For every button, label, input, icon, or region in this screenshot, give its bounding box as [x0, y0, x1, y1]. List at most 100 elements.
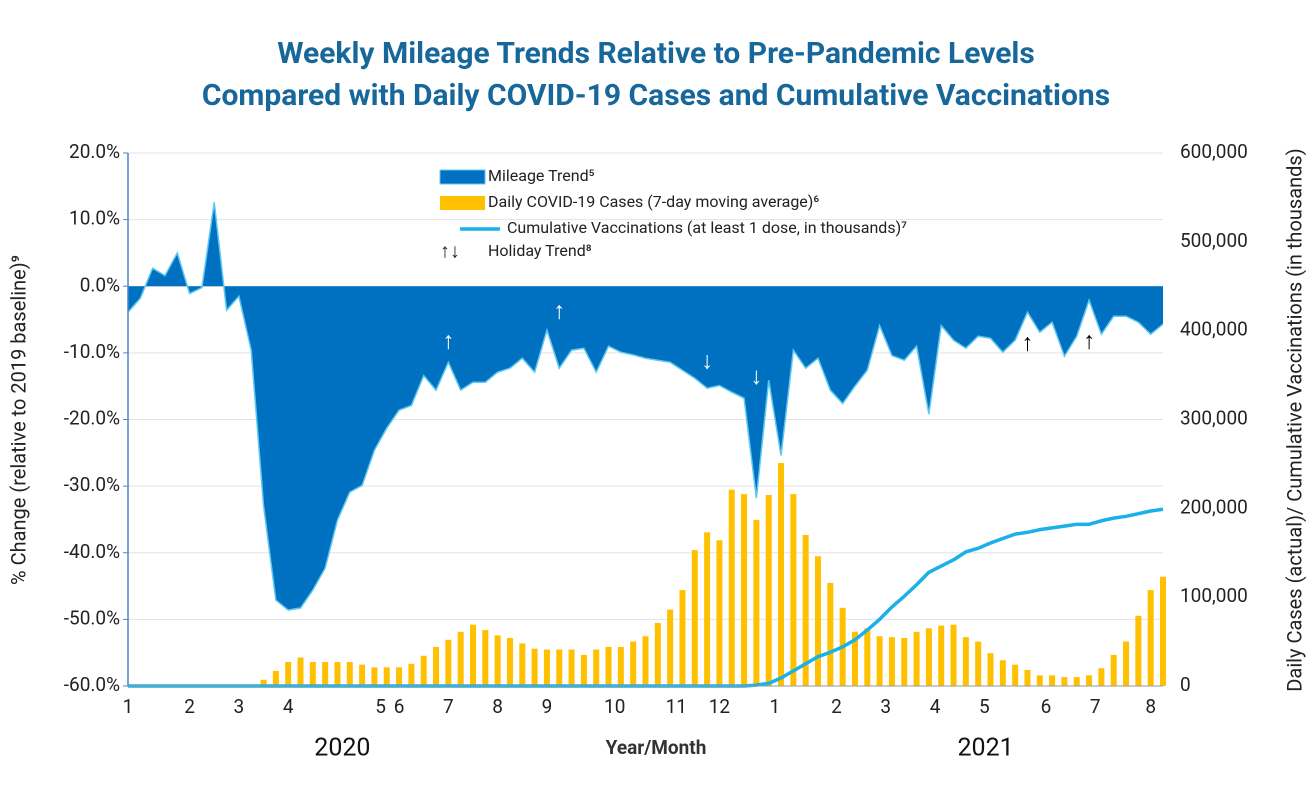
x-tick-label: 8: [492, 695, 503, 718]
y-tick-label: -40.0%: [64, 540, 120, 563]
bar: [778, 463, 785, 686]
bar: [950, 624, 957, 686]
area-line: [127, 202, 1164, 611]
bar: [741, 494, 748, 686]
bar: [864, 628, 871, 686]
x-tick-label: 9: [542, 695, 553, 718]
bar: [704, 532, 711, 686]
holiday-arrow: ↑: [553, 297, 565, 325]
bar: [901, 638, 908, 686]
y2-tick-label: 600,000: [1180, 140, 1248, 163]
bar: [420, 655, 427, 686]
x-tick-label: 4: [283, 695, 294, 718]
x-tick-label: 3: [234, 695, 245, 718]
bar: [925, 628, 932, 686]
bar: [593, 649, 600, 686]
bar: [1147, 590, 1154, 686]
bar: [309, 662, 316, 686]
bar: [1110, 654, 1117, 686]
legend-label: Mileage Trend⁵: [488, 166, 595, 185]
y-axis-title: % Change (relative to 2019 baseline)⁹: [6, 255, 30, 585]
bar: [876, 636, 883, 686]
bar: [1061, 677, 1068, 686]
y-tick-label: 20.0%: [69, 140, 120, 163]
bar: [642, 636, 649, 686]
bar: [975, 641, 982, 686]
bar: [667, 609, 674, 686]
holiday-arrow: ↓: [701, 347, 713, 375]
bar: [987, 653, 994, 686]
legend-label: Daily COVID-19 Cases (7-day moving avera…: [488, 192, 819, 211]
bar: [1024, 670, 1031, 686]
bar: [408, 663, 415, 686]
bar: [580, 654, 587, 686]
y-tick-label: -60.0%: [64, 673, 120, 696]
bar: [815, 556, 821, 686]
x-tick-label: 5: [375, 695, 386, 718]
bar: [1160, 576, 1166, 686]
bar: [297, 657, 304, 686]
bar: [433, 646, 440, 686]
bar: [470, 624, 476, 686]
bar: [260, 679, 267, 686]
bar: [1135, 615, 1142, 686]
x-tick-label: 4: [930, 695, 941, 718]
x-tick-label: 2: [184, 695, 195, 718]
holiday-arrow: ↓: [750, 362, 762, 390]
bar: [396, 667, 403, 686]
x-tick-label: 8: [1145, 695, 1156, 718]
bar: [753, 519, 760, 686]
x-tick-label: 6: [1041, 695, 1052, 718]
y-tick-label: -20.0%: [64, 407, 120, 430]
bar: [765, 495, 772, 686]
bar: [999, 660, 1006, 686]
bar: [962, 637, 969, 686]
x-tick-label: 3: [880, 695, 891, 718]
bar: [383, 667, 390, 686]
y2-tick-label: 300,000: [1180, 407, 1248, 430]
bar: [654, 622, 661, 686]
y-tick-label: -30.0%: [64, 473, 120, 496]
legend: Mileage Trend⁵ Daily COVID-19 Cases (7-da…: [439, 166, 907, 262]
bar: [630, 641, 637, 686]
y2-tick-label: 100,000: [1180, 584, 1248, 607]
bar: [494, 635, 501, 686]
x-axis-title: Year/Month: [606, 736, 707, 759]
y-tick-label: 10.0%: [69, 207, 120, 230]
bar: [371, 667, 378, 686]
bar: [913, 631, 920, 686]
bar: [1049, 675, 1056, 686]
bar: [322, 662, 329, 686]
bar: [531, 648, 538, 686]
bar: [568, 649, 575, 686]
bar: [1098, 668, 1105, 686]
bar: [605, 646, 612, 686]
bar: [1086, 675, 1093, 686]
bar: [888, 637, 895, 686]
bar: [457, 631, 464, 686]
bar: [1123, 641, 1130, 686]
legend-label: Cumulative Vaccinations (at least 1 dose…: [507, 218, 907, 237]
bar: [802, 534, 809, 686]
y-tick-label: -10.0%: [64, 340, 120, 363]
chart-title: Compared with Daily COVID-19 Cases and C…: [202, 78, 1110, 113]
y-tick-label: 0.0%: [80, 273, 120, 296]
y2-tick-label: 0: [1180, 673, 1191, 696]
bar: [1073, 677, 1080, 686]
x-tick-label: 1: [123, 695, 134, 718]
holiday-arrow: ↑: [1083, 327, 1095, 355]
legend-swatch: [439, 169, 486, 185]
bar: [482, 630, 489, 686]
bar: [445, 639, 452, 686]
legend-symbol: ↑↓: [440, 238, 460, 262]
bar: [543, 649, 550, 686]
x-tick-label: 1: [770, 695, 781, 718]
y-tick-label: -50.0%: [64, 606, 120, 629]
x-tick-label: 12: [709, 695, 730, 718]
bar: [556, 649, 563, 686]
holiday-arrow: ↑: [442, 327, 454, 355]
bar: [346, 662, 353, 686]
bar: [827, 582, 834, 686]
bar: [716, 540, 723, 686]
